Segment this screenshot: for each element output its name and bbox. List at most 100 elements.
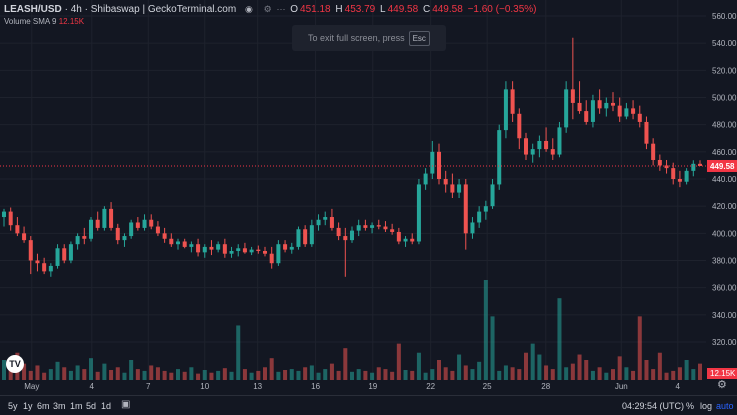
- candle-body: [149, 219, 154, 227]
- candle-body: [450, 184, 455, 193]
- volume-bar: [162, 370, 167, 380]
- chart-grid: [0, 0, 706, 380]
- candle-body: [289, 246, 294, 250]
- candle-body: [477, 211, 482, 223]
- candle-body: [436, 151, 442, 179]
- volume-legend: Volume SMA 9 12.15K: [4, 17, 84, 26]
- candle-body: [517, 113, 522, 139]
- time-tick-label: 25: [483, 382, 492, 391]
- symbol-label[interactable]: LEASH/USD: [4, 4, 62, 15]
- bottom-toolbar: 5y 1y 6m 3m 1m 5d 1d ▣ 04:29:54 (UTC) % …: [0, 395, 737, 415]
- volume-bar: [503, 365, 508, 380]
- candle-body: [202, 246, 207, 253]
- high-value: 453.79: [344, 4, 376, 15]
- volume-bar: [88, 358, 94, 380]
- volume-bar: [169, 372, 174, 380]
- percent-toggle[interactable]: %: [686, 401, 695, 411]
- candle-body: [537, 140, 542, 150]
- more-icon[interactable]: ⋯: [276, 4, 286, 14]
- volume-bars: [1, 280, 703, 380]
- volume-bar: [423, 372, 428, 380]
- candle-body: [102, 208, 107, 228]
- volume-bar: [1, 360, 7, 380]
- interval-label[interactable]: 4h: [70, 4, 82, 15]
- candle-body: [283, 244, 288, 250]
- timeframe-5y[interactable]: 5y: [8, 401, 18, 411]
- volume-bar: [182, 371, 187, 380]
- volume-bar: [410, 370, 415, 380]
- volume-bar: [8, 367, 13, 380]
- volume-bar: [430, 369, 435, 380]
- timeframe-1y[interactable]: 1y: [23, 401, 33, 411]
- volume-bar: [597, 367, 602, 380]
- candle-body: [329, 217, 334, 228]
- volume-indicator: SMA 9: [32, 17, 57, 26]
- price-tick-label: 340.00: [712, 311, 737, 320]
- volume-bar: [189, 367, 194, 380]
- candle-body: [22, 233, 27, 241]
- volume-bar: [229, 371, 234, 380]
- volume-bar: [604, 372, 609, 380]
- price-tick-label: 420.00: [712, 202, 737, 211]
- candle-body: [697, 163, 703, 166]
- timeframe-1d[interactable]: 1d: [101, 401, 112, 411]
- volume-bar: [664, 372, 669, 380]
- candle-body: [657, 159, 662, 166]
- price-tick-label: 360.00: [712, 284, 737, 293]
- time-tick-label: 16: [311, 382, 320, 391]
- volume-label[interactable]: Volume: [4, 17, 31, 26]
- candle-body: [624, 108, 629, 117]
- candle-body: [510, 89, 515, 114]
- candle-body: [651, 143, 656, 160]
- timeframe-5d[interactable]: 5d: [86, 401, 97, 411]
- open-label: O: [290, 4, 299, 15]
- volume-bar: [517, 369, 522, 380]
- candle-body: [370, 225, 375, 228]
- price-tick-label: 320.00: [712, 338, 737, 347]
- fullscreen-hint: To exit full screen, press Esc: [292, 25, 446, 51]
- date-range-icon[interactable]: ▣: [121, 399, 131, 410]
- separator: ·: [84, 4, 88, 15]
- chart-settings-icon[interactable]: ⚙: [717, 379, 727, 391]
- candle-body: [604, 102, 609, 109]
- time-axis-bg: [0, 380, 706, 395]
- settings-icon[interactable]: ⚙: [263, 4, 272, 14]
- close-value: 449.58: [432, 4, 463, 15]
- time-tick-label: Jun: [615, 382, 628, 391]
- volume-bar: [249, 372, 254, 380]
- price-chart[interactable]: 560.00 540.00 520.00 500.00 480.00 460.00 440.…: [0, 0, 737, 395]
- volume-bar: [416, 352, 421, 380]
- volume-bar: [262, 367, 268, 380]
- volume-bar: [584, 360, 589, 380]
- log-toggle[interactable]: log: [700, 401, 713, 411]
- volume-bar: [142, 370, 147, 380]
- eye-icon[interactable]: ◉: [244, 4, 253, 14]
- price-tick-label: 560.00: [712, 12, 737, 21]
- timeframe-1m[interactable]: 1m: [70, 401, 83, 411]
- fullscreen-hint-text: To exit full screen, press: [308, 33, 405, 43]
- time-tick-label: 4: [90, 382, 95, 391]
- time-tick-label: 13: [253, 382, 262, 391]
- volume-bar: [349, 371, 355, 380]
- timeframe-3m[interactable]: 3m: [53, 401, 66, 411]
- volume-bar: [544, 365, 549, 380]
- volume-bar: [269, 358, 274, 380]
- volume-bar: [510, 367, 515, 380]
- price-tick-label: 400.00: [712, 229, 737, 238]
- tradingview-logo[interactable]: TV: [6, 355, 24, 373]
- volume-bar: [309, 365, 314, 380]
- utc-clock[interactable]: 04:29:54 (UTC): [622, 401, 685, 411]
- volume-bar: [236, 325, 241, 380]
- candle-body: [122, 236, 127, 241]
- volume-value: 12.15K: [58, 17, 85, 26]
- chart-legend: LEASH/USD · 4h · Shibaswap | GeckoTermin…: [4, 4, 537, 15]
- candle-body: [631, 108, 636, 114]
- volume-bar: [28, 370, 33, 380]
- auto-toggle[interactable]: auto: [716, 401, 734, 411]
- time-tick-label: 10: [200, 382, 209, 391]
- candle-body: [577, 102, 582, 112]
- candle-body: [376, 225, 381, 227]
- timeframe-6m[interactable]: 6m: [37, 401, 50, 411]
- volume-bar: [376, 367, 381, 380]
- candle-body: [189, 244, 194, 247]
